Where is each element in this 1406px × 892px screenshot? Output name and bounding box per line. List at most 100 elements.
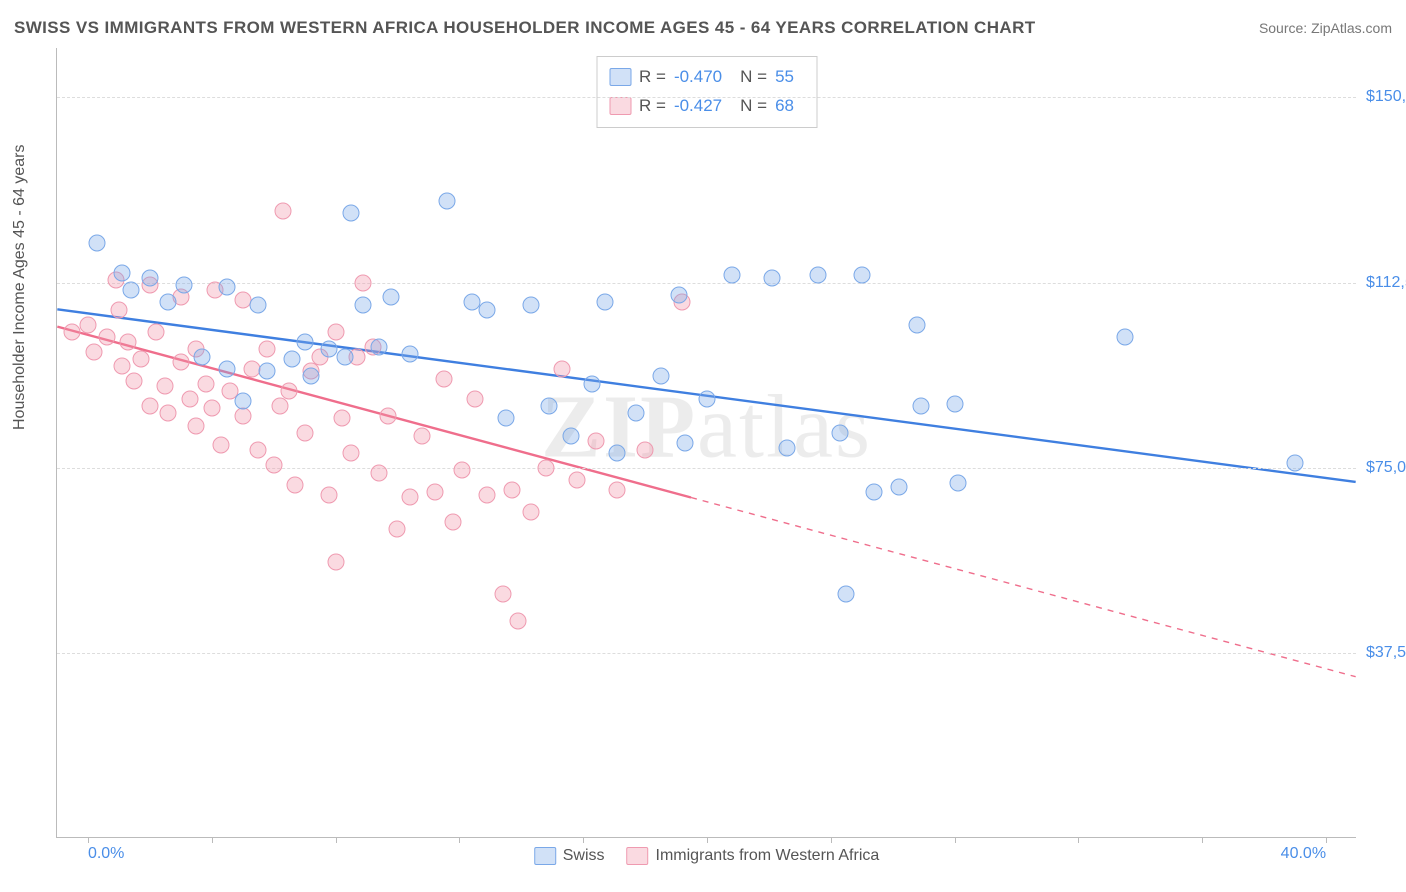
n-label: N = [740,63,767,92]
scatter-point-swiss [699,390,716,407]
scatter-point-swiss [284,351,301,368]
scatter-point-waf [479,486,496,503]
y-tick-label: $112,500 [1366,274,1406,292]
scatter-point-waf [148,323,165,340]
scatter-point-waf [637,442,654,459]
scatter-point-swiss [219,279,236,296]
scatter-point-swiss [890,479,907,496]
stats-row-waf: R = -0.427 N = 68 [609,92,804,121]
scatter-point-swiss [909,316,926,333]
scatter-point-swiss [541,397,558,414]
scatter-point-swiss [810,267,827,284]
scatter-point-swiss [853,267,870,284]
scatter-point-swiss [912,397,929,414]
scatter-point-swiss [259,363,276,380]
scatter-point-waf [454,462,471,479]
x-tick-mark [88,837,89,843]
swatch-waf [609,97,631,115]
x-tick-mark [459,837,460,843]
x-tick-label: 40.0% [1281,845,1326,863]
scatter-point-waf [265,457,282,474]
scatter-point-waf [321,486,338,503]
y-tick-label: $75,000 [1366,459,1406,477]
scatter-point-waf [426,484,443,501]
scatter-point-swiss [123,281,140,298]
scatter-point-swiss [562,427,579,444]
scatter-point-swiss [596,294,613,311]
scatter-point-waf [510,612,527,629]
scatter-point-swiss [677,435,694,452]
scatter-point-waf [172,353,189,370]
scatter-point-waf [287,476,304,493]
scatter-point-swiss [355,296,372,313]
y-tick-label: $150,000 [1366,88,1406,106]
scatter-point-swiss [832,425,849,442]
scatter-point-waf [553,360,570,377]
scatter-point-swiss [584,375,601,392]
scatter-point-waf [281,383,298,400]
correlation-stats-box: R = -0.470 N = 55 R = -0.427 N = 68 [596,56,817,128]
legend-label-swiss: Swiss [563,847,605,865]
scatter-plot: ZIPatlas R = -0.470 N = 55 R = -0.427 N … [56,48,1356,838]
x-tick-mark [1202,837,1203,843]
chart-source: Source: ZipAtlas.com [1259,20,1392,36]
scatter-point-waf [380,407,397,424]
scatter-point-waf [141,397,158,414]
scatter-point-swiss [250,296,267,313]
scatter-point-waf [435,370,452,387]
scatter-point-waf [569,472,586,489]
scatter-point-waf [522,504,539,521]
scatter-point-waf [157,378,174,395]
scatter-point-swiss [370,338,387,355]
scatter-point-waf [333,410,350,427]
scatter-point-swiss [296,333,313,350]
scatter-point-waf [160,405,177,422]
scatter-point-waf [244,360,261,377]
scatter-point-swiss [401,346,418,363]
chart-title: SWISS VS IMMIGRANTS FROM WESTERN AFRICA … [14,18,1036,38]
n-value-swiss: 55 [775,63,794,92]
scatter-point-waf [110,301,127,318]
scatter-point-waf [64,323,81,340]
scatter-point-swiss [321,341,338,358]
scatter-point-waf [445,514,462,531]
scatter-point-swiss [838,585,855,602]
r-label: R = [639,63,666,92]
chart-header: SWISS VS IMMIGRANTS FROM WESTERN AFRICA … [14,18,1392,38]
scatter-point-swiss [219,360,236,377]
scatter-point-swiss [194,348,211,365]
legend-swatch-swiss [534,847,556,865]
scatter-point-swiss [609,444,626,461]
scatter-point-waf [114,358,131,375]
x-tick-label: 0.0% [88,845,124,863]
scatter-point-waf [234,291,251,308]
scatter-point-swiss [89,235,106,252]
scatter-point-swiss [336,348,353,365]
scatter-point-waf [370,464,387,481]
scatter-point-waf [188,417,205,434]
scatter-point-waf [609,481,626,498]
scatter-point-waf [587,432,604,449]
stats-row-swiss: R = -0.470 N = 55 [609,63,804,92]
x-tick-mark [831,837,832,843]
legend-swatch-waf [627,847,649,865]
scatter-point-swiss [946,395,963,412]
bottom-legend: Swiss Immigrants from Western Africa [534,847,880,865]
scatter-point-waf [250,442,267,459]
scatter-point-waf [343,444,360,461]
scatter-point-swiss [866,484,883,501]
scatter-point-swiss [949,474,966,491]
y-tick-label: $37,500 [1366,644,1406,662]
x-tick-mark [212,837,213,843]
scatter-point-swiss [302,368,319,385]
legend-label-waf: Immigrants from Western Africa [656,847,880,865]
scatter-point-waf [296,425,313,442]
scatter-point-swiss [671,286,688,303]
scatter-point-waf [494,585,511,602]
scatter-point-swiss [439,193,456,210]
legend-item-waf: Immigrants from Western Africa [627,847,880,865]
scatter-point-waf [414,427,431,444]
scatter-point-swiss [383,289,400,306]
swatch-swiss [609,68,631,86]
x-tick-mark [1078,837,1079,843]
